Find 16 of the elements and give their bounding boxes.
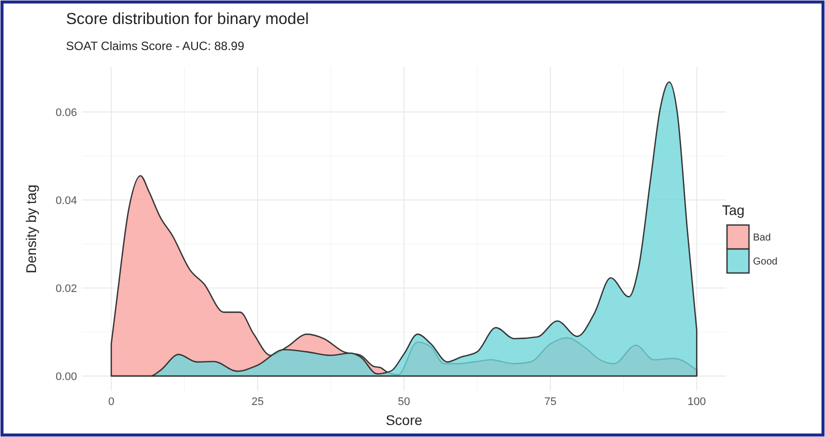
x-axis-title: Score: [386, 412, 422, 428]
y-tick-label: 0.06: [56, 106, 77, 119]
chart-title: Score distribution for binary model: [66, 11, 309, 28]
y-tick-label: 0.02: [56, 282, 77, 295]
y-tick-label: 0.00: [56, 370, 77, 383]
legend-label: Good: [753, 256, 778, 268]
y-axis-title: Density by tag: [23, 184, 39, 274]
y-tick-label: 0.04: [56, 194, 77, 207]
x-tick-label: 50: [398, 396, 410, 408]
x-tick-label: 75: [544, 396, 556, 408]
x-tick-label: 0: [108, 396, 114, 408]
x-tick-label: 25: [252, 396, 264, 408]
x-tick-label: 100: [688, 396, 706, 408]
chart-subtitle: SOAT Claims Score - AUC: 88.99: [66, 39, 245, 53]
legend-label: Bad: [753, 232, 771, 244]
legend-title: Tag: [722, 202, 745, 218]
